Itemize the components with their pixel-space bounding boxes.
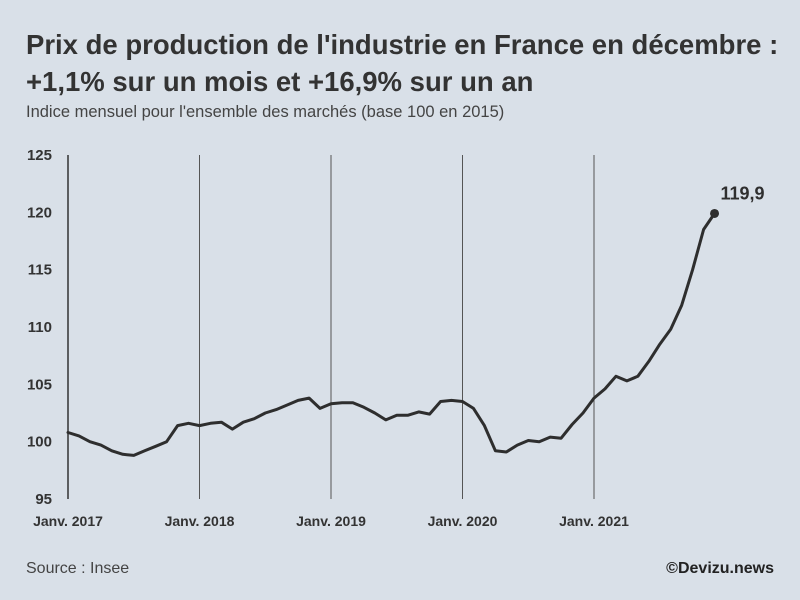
y-tick-labels: 95 100 105 110 115 120 125 (27, 147, 52, 508)
x-tick-labels: Janv. 2017 Janv. 2018 Janv. 2019 Janv. 2020… (33, 513, 629, 529)
y-tick-label: 95 (35, 491, 52, 508)
x-tick-label: Janv. 2021 (559, 513, 629, 529)
y-tick-label: 120 (27, 204, 52, 221)
last-value-label: 119,9 (721, 183, 765, 203)
y-tick-label: 100 (27, 434, 52, 451)
source-note: Source : Insee (26, 560, 130, 577)
vertical-gridlines (199, 155, 595, 499)
y-tick-label: 115 (28, 262, 52, 279)
y-tick-label: 125 (27, 147, 52, 164)
x-tick-label: Janv. 2019 (296, 513, 366, 529)
x-tick-label: Janv. 2017 (33, 513, 103, 529)
x-tick-label: Janv. 2020 (428, 513, 498, 529)
x-tick-label: Janv. 2018 (165, 513, 235, 529)
last-point-marker (710, 208, 720, 218)
chart-subtitle: Indice mensuel pour l'ensemble des march… (26, 103, 505, 121)
y-tick-label: 105 (27, 376, 52, 393)
chart-title: Prix de production de l'industrie en Fra… (26, 29, 779, 97)
price-index-line (66, 212, 716, 457)
credit-logo: ©Devizu.news (666, 560, 774, 577)
y-tick-label: 110 (28, 319, 52, 336)
